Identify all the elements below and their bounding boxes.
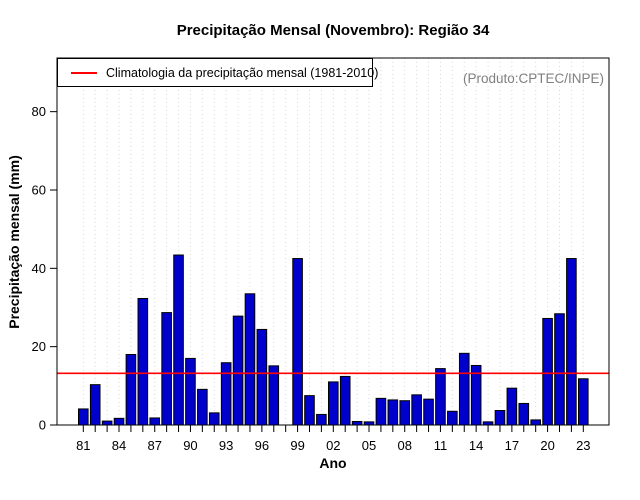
y-tick-label: 20 xyxy=(32,339,46,354)
legend: Climatologia da precipitação mensal (198… xyxy=(57,58,378,87)
y-tick-label: 60 xyxy=(32,182,46,197)
bar xyxy=(232,315,244,426)
bar xyxy=(518,402,530,426)
bar xyxy=(328,381,339,426)
bar xyxy=(458,352,470,426)
x-tick-label: 17 xyxy=(505,438,519,453)
bar xyxy=(304,395,315,426)
bar xyxy=(208,412,220,426)
bar xyxy=(244,293,256,426)
bar xyxy=(375,397,387,426)
x-tick-label: 05 xyxy=(362,438,376,453)
bar xyxy=(137,297,149,426)
bar xyxy=(435,368,446,426)
legend-label: Climatologia da precipitação mensal (198… xyxy=(106,65,379,80)
x-tick-label: 90 xyxy=(183,438,197,453)
chart-title: Precipitação Mensal (Novembro): Região 3… xyxy=(176,22,490,39)
bar xyxy=(447,410,458,426)
x-tick-label: 81 xyxy=(76,438,90,453)
bar xyxy=(149,417,161,426)
bar xyxy=(554,313,565,426)
y-tick-label: 80 xyxy=(32,104,46,119)
bar xyxy=(387,399,399,426)
bar xyxy=(578,378,589,426)
bar xyxy=(494,410,506,426)
x-tick-label: 93 xyxy=(219,438,233,453)
bar xyxy=(161,312,172,426)
bar xyxy=(399,400,411,426)
x-tick-label: 20 xyxy=(540,438,554,453)
x-tick-label: 08 xyxy=(397,438,411,453)
y-tick-label: 40 xyxy=(32,261,46,276)
bar xyxy=(351,420,363,426)
y-tick-label: 0 xyxy=(39,418,46,433)
bar xyxy=(89,384,101,426)
bar xyxy=(411,394,422,426)
bar xyxy=(542,317,553,426)
x-tick-label: 87 xyxy=(147,438,161,453)
bar xyxy=(125,353,137,426)
x-tick-label: 14 xyxy=(469,438,483,453)
y-axis-title: Precipitação mensal (mm) xyxy=(6,155,22,329)
x-tick-label: 02 xyxy=(326,438,340,453)
x-tick-label: 11 xyxy=(434,438,448,453)
bar xyxy=(185,357,196,426)
x-tick-label: 99 xyxy=(290,438,304,453)
bar xyxy=(101,420,113,426)
climatology-line-icon xyxy=(71,71,97,74)
x-axis-title: Ano xyxy=(319,455,347,471)
bar xyxy=(78,408,89,426)
bar xyxy=(530,419,541,426)
bar xyxy=(113,417,125,426)
bar xyxy=(566,258,577,426)
bar xyxy=(268,365,280,426)
source-note: (Produto:CPTEC/INPE) xyxy=(462,71,604,86)
bar xyxy=(220,362,232,426)
bar xyxy=(506,387,518,426)
x-tick-label: 23 xyxy=(576,438,590,453)
bar xyxy=(423,398,434,426)
x-tick-label: 96 xyxy=(255,438,269,453)
bar xyxy=(173,254,184,426)
bar xyxy=(470,364,482,426)
bar xyxy=(256,328,268,426)
bar xyxy=(316,413,327,426)
x-tick-label: 84 xyxy=(112,438,126,453)
bar xyxy=(292,258,303,426)
bar xyxy=(197,388,208,426)
bar xyxy=(339,375,351,426)
